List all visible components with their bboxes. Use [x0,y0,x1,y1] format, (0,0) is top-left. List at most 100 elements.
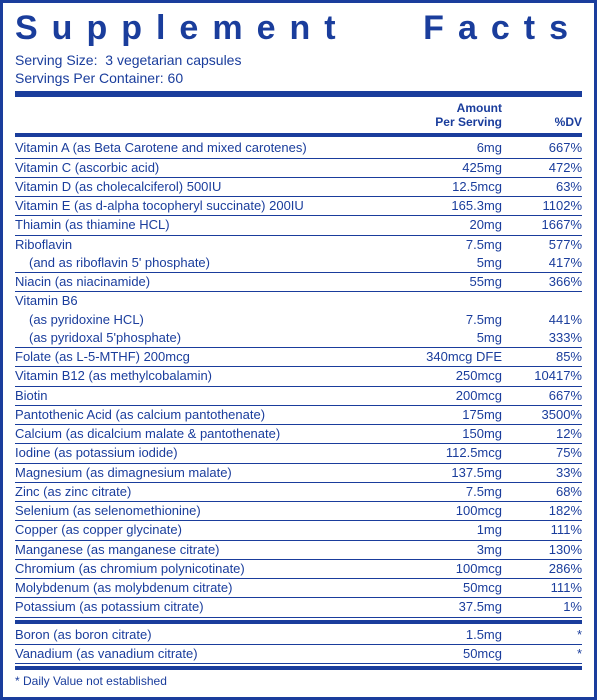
nutrient-table-main: Vitamin A (as Beta Carotene and mixed ca… [15,139,582,617]
nutrient-name: Thiamin (as thiamine HCL) [15,217,392,233]
nutrient-amount: 7.5mg [392,484,502,500]
nutrient-name: (as pyridoxal 5'phosphate) [15,330,392,346]
nutrient-amount: 12.5mcg [392,179,502,195]
table-row: Iodine (as potassium iodide)112.5mcg75% [15,444,582,463]
nutrient-name: Vitamin B6 [15,293,392,309]
table-row: Biotin200mcg667% [15,387,582,406]
table-row: Vanadium (as vanadium citrate)50mcg* [15,645,582,664]
table-row: (as pyridoxine HCL)7.5mg441% [15,311,582,329]
nutrient-dv: 1102% [502,198,582,214]
nutrient-name: Potassium (as potassium citrate) [15,599,392,615]
nutrient-name: Vitamin B12 (as methylcobalamin) [15,368,392,384]
nutrient-name: Vitamin D (as cholecalciferol) 500IU [15,179,392,195]
nutrient-amount: 100mcg [392,561,502,577]
nutrient-amount: 250mcg [392,368,502,384]
nutrient-amount: 425mg [392,160,502,176]
table-row: Vitamin D (as cholecalciferol) 500IU12.5… [15,178,582,197]
nutrient-amount: 150mg [392,426,502,442]
nutrient-amount: 1.5mg [392,627,502,643]
supplement-facts-panel: Supplement Facts Serving Size: 3 vegetar… [0,0,597,700]
nutrient-amount: 1mg [392,522,502,538]
nutrient-dv: 417% [502,255,582,271]
servings-per-container-value: 60 [168,70,184,86]
nutrient-dv: 286% [502,561,582,577]
table-row: Manganese (as manganese citrate)3mg130% [15,541,582,560]
nutrient-dv: 333% [502,330,582,346]
table-row: Boron (as boron citrate)1.5mg* [15,626,582,645]
table-row: Molybdenum (as molybdenum citrate)50mcg1… [15,579,582,598]
serving-size-value: 3 vegetarian capsules [105,52,241,68]
table-row: Copper (as copper glycinate)1mg111% [15,521,582,540]
rule-thick-top [15,91,582,97]
nutrient-dv: 68% [502,484,582,500]
rule-mid-2 [15,620,582,624]
nutrient-dv: 667% [502,140,582,156]
nutrient-dv: 10417% [502,368,582,384]
nutrient-dv: 33% [502,465,582,481]
column-headers: Amount Per Serving %DV [15,99,582,131]
footnote: * Daily Value not established [15,672,582,688]
nutrient-dv: * [502,646,582,662]
nutrient-name: Selenium (as selenomethionine) [15,503,392,519]
rule-mid-3 [15,666,582,670]
nutrient-name: Niacin (as niacinamide) [15,274,392,290]
nutrient-name: Folate (as L-5-MTHF) 200mcg [15,349,392,365]
nutrient-name: Pantothenic Acid (as calcium pantothenat… [15,407,392,423]
table-row: Vitamin B6 [15,292,582,310]
nutrient-amount [392,293,502,309]
table-row: Magnesium (as dimagnesium malate)137.5mg… [15,464,582,483]
table-row: Vitamin B12 (as methylcobalamin)250mcg10… [15,367,582,386]
table-row: Selenium (as selenomethionine)100mcg182% [15,502,582,521]
header-amount: Amount Per Serving [392,101,502,129]
nutrient-dv: 3500% [502,407,582,423]
nutrient-table-nodv: Boron (as boron citrate)1.5mg*Vanadium (… [15,626,582,665]
nutrient-dv: 1% [502,599,582,615]
nutrient-amount: 50mcg [392,646,502,662]
header-dv: %DV [502,115,582,129]
nutrient-name: Boron (as boron citrate) [15,627,392,643]
nutrient-dv: 12% [502,426,582,442]
table-row: (as pyridoxal 5'phosphate)5mg333% [15,329,582,348]
table-row: Vitamin C (ascorbic acid)425mg472% [15,159,582,178]
nutrient-dv: 85% [502,349,582,365]
nutrient-dv: 667% [502,388,582,404]
nutrient-name: Riboflavin [15,237,392,253]
nutrient-name: Molybdenum (as molybdenum citrate) [15,580,392,596]
serving-block: Serving Size: 3 vegetarian capsules Serv… [15,51,582,87]
nutrient-dv: 366% [502,274,582,290]
nutrient-amount: 6mg [392,140,502,156]
nutrient-amount: 112.5mcg [392,445,502,461]
table-row: Pantothenic Acid (as calcium pantothenat… [15,406,582,425]
nutrient-name: Vitamin E (as d-alpha tocopheryl succina… [15,198,392,214]
nutrient-dv: 577% [502,237,582,253]
nutrient-dv: 441% [502,312,582,328]
nutrient-name: Chromium (as chromium polynicotinate) [15,561,392,577]
nutrient-name: Iodine (as potassium iodide) [15,445,392,461]
nutrient-name: Magnesium (as dimagnesium malate) [15,465,392,481]
nutrient-amount: 165.3mg [392,198,502,214]
table-row: Niacin (as niacinamide)55mg366% [15,273,582,292]
nutrient-dv: * [502,627,582,643]
nutrient-dv: 63% [502,179,582,195]
nutrient-name: Calcium (as dicalcium malate & pantothen… [15,426,392,442]
nutrient-dv: 472% [502,160,582,176]
nutrient-dv: 1667% [502,217,582,233]
rule-mid-1 [15,133,582,137]
table-row: Folate (as L-5-MTHF) 200mcg340mcg DFE85% [15,348,582,367]
nutrient-dv: 75% [502,445,582,461]
nutrient-amount: 5mg [392,330,502,346]
header-amount-line2: Per Serving [435,115,502,129]
table-row: Potassium (as potassium citrate)37.5mg1% [15,598,582,617]
table-row: Thiamin (as thiamine HCL)20mg1667% [15,216,582,235]
table-row: Calcium (as dicalcium malate & pantothen… [15,425,582,444]
nutrient-amount: 3mg [392,542,502,558]
nutrient-name: Vitamin A (as Beta Carotene and mixed ca… [15,140,392,156]
nutrient-amount: 175mg [392,407,502,423]
table-row: Riboflavin7.5mg577% [15,236,582,254]
nutrient-dv [502,293,582,309]
nutrient-dv: 182% [502,503,582,519]
nutrient-amount: 50mcg [392,580,502,596]
nutrient-amount: 5mg [392,255,502,271]
nutrient-dv: 111% [502,580,582,596]
panel-title: Supplement Facts [15,11,582,45]
